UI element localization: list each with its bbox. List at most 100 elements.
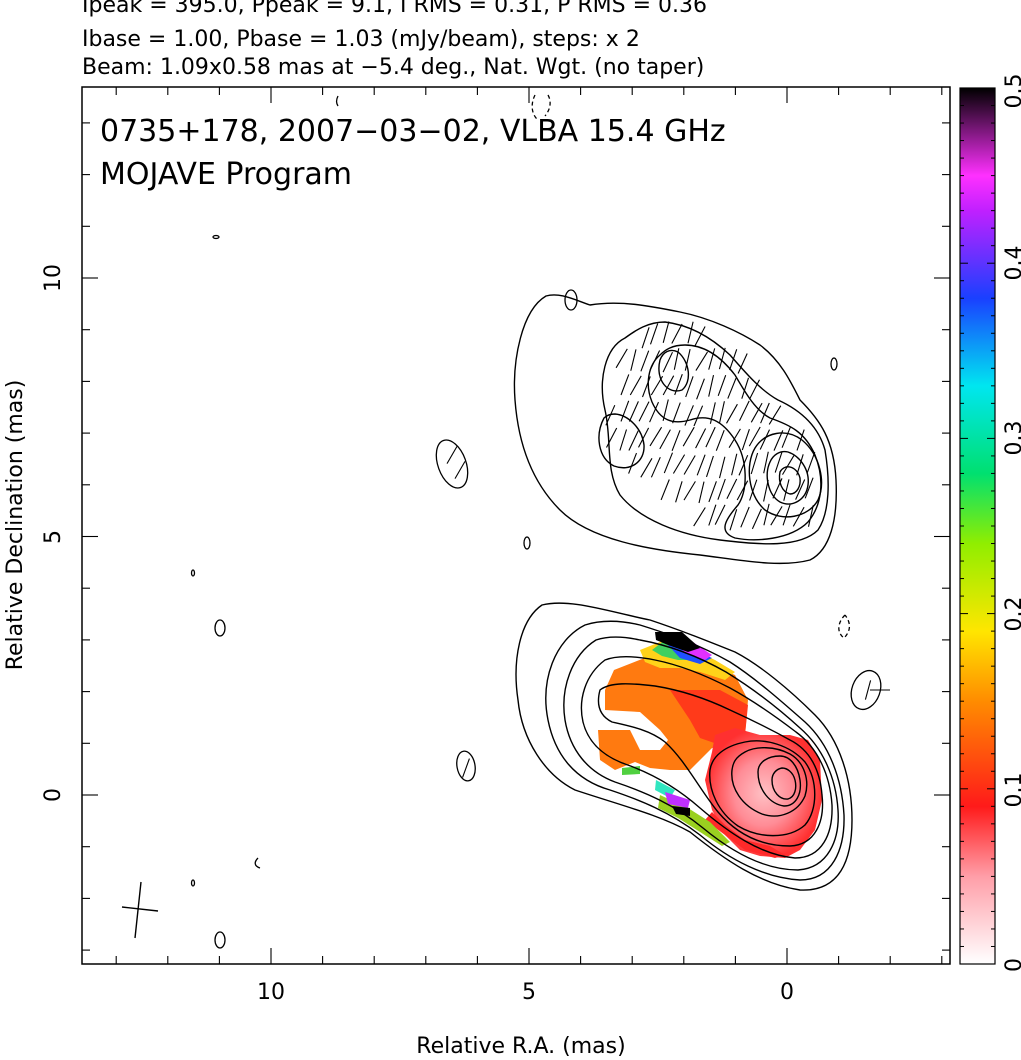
polarization-vector — [673, 348, 680, 370]
beam-cross — [121, 881, 159, 939]
polarization-vector — [684, 348, 691, 371]
polarization-vector — [781, 427, 791, 448]
noise-contour-dashed — [254, 857, 261, 869]
x-tick-label-0: 0 — [780, 980, 794, 1005]
polarization-vector — [675, 481, 683, 503]
north-contour-2 — [601, 321, 829, 545]
polarization-vector — [729, 509, 738, 531]
polarization-vector — [649, 426, 663, 447]
polarization-vector — [708, 348, 716, 370]
noise-contour — [523, 536, 531, 550]
noise-contour — [190, 569, 196, 577]
polarization-vector — [750, 452, 759, 475]
noise-contour — [564, 289, 578, 311]
core-contour-2 — [545, 620, 845, 881]
colorbar-tick-label-0.2: 0.2 — [1002, 597, 1021, 632]
polarization-vector — [768, 405, 782, 425]
polarization-vector — [696, 454, 706, 476]
x-tick-label-5: 5 — [522, 980, 536, 1005]
polarization-vector — [649, 323, 659, 345]
polarization-vector — [695, 351, 708, 371]
polarization-vector — [737, 353, 748, 374]
north-contours — [513, 294, 837, 565]
polarization-vector — [659, 429, 671, 450]
north-contour-4 — [598, 413, 645, 469]
noise-contour — [435, 439, 469, 489]
polarization-vector — [628, 401, 639, 422]
polarization-vector — [796, 454, 804, 476]
polarization-vector — [772, 478, 783, 499]
colorbar-tick-label-0.1: 0.1 — [1002, 773, 1021, 808]
y-tick-label-5: 5 — [41, 530, 66, 544]
polarization-vector — [741, 429, 750, 451]
source-label: 0735+178, 2007−03−02, VLBA 15.4 GHz — [100, 114, 726, 149]
polarization-vector — [795, 479, 806, 500]
core-contour-4 — [580, 655, 833, 859]
polarization-vector — [672, 402, 681, 424]
polarization-vector — [638, 401, 650, 422]
core-contour-1 — [515, 602, 853, 891]
x-tick-label-10: 10 — [257, 980, 285, 1005]
polarization-region-left-green — [622, 766, 640, 775]
polarization-vector — [641, 376, 651, 398]
north-contour-8 — [778, 466, 801, 495]
colorbar-tick-label-0.5: 0.5 — [1002, 74, 1021, 109]
polarization-vector — [694, 326, 706, 347]
polarization-vector — [726, 403, 738, 424]
colorbar-tick-label-0: 0 — [1002, 958, 1021, 972]
polarization-vector — [684, 405, 694, 426]
polarization-vector — [605, 404, 616, 426]
polarization-vector — [806, 451, 816, 473]
polarization-vector — [672, 454, 686, 474]
polarization-vector — [619, 429, 628, 451]
polarization-region-lower-black — [672, 806, 690, 816]
polarization-vector — [718, 456, 726, 479]
polarization-vector — [749, 479, 758, 501]
polarization-vector — [620, 374, 630, 396]
polarization-vector — [726, 478, 738, 499]
polarization-vector — [750, 402, 763, 423]
polarization-vector — [620, 400, 630, 422]
polarization-vector — [731, 453, 738, 476]
polarization-vector — [628, 430, 639, 451]
polarization-vector — [628, 452, 638, 474]
polarization-vector — [864, 680, 872, 700]
polarization-vector — [615, 348, 628, 369]
polarization-region-black-top — [655, 632, 700, 652]
noise-contour — [190, 879, 196, 887]
polarization-vector — [749, 379, 760, 400]
polarization-vector — [804, 477, 814, 499]
polarization-vector — [796, 429, 805, 451]
polarization-vector — [683, 481, 696, 501]
noise-contour — [214, 619, 226, 637]
core-contour-6 — [709, 740, 816, 837]
polarization-vector — [696, 378, 705, 400]
north-contour-3 — [647, 344, 822, 541]
noise-contour — [456, 750, 476, 782]
y-tick-label-0: 0 — [41, 788, 66, 802]
polarization-vector — [682, 426, 695, 447]
header-line-1: Ipeak = 395.0, Ppeak = 9.1, I RMS = 0.31… — [82, 0, 707, 18]
polarization-vector — [650, 456, 661, 478]
polarization-vector — [660, 479, 670, 501]
polarization-vector — [783, 479, 790, 501]
polarization-vector — [683, 455, 696, 475]
polarization-vector — [671, 323, 683, 344]
polarization-vector — [708, 504, 717, 526]
polarization-vector — [662, 321, 670, 343]
noise-contour-dashed — [335, 95, 339, 107]
polarization-vector — [738, 454, 749, 476]
polarization-vector — [649, 350, 661, 371]
polarization-vector — [792, 506, 805, 527]
polarization-vector — [751, 508, 762, 530]
polarization-vector — [705, 455, 714, 478]
polarization-vector — [641, 327, 650, 349]
polarization-vector — [760, 402, 770, 424]
colorbar-tick-label-0.4: 0.4 — [1002, 246, 1021, 281]
polarization-vector — [774, 451, 783, 473]
colorbar — [959, 87, 996, 965]
polarization-vector — [763, 451, 769, 474]
polarization-region-lower-magenta — [665, 792, 690, 808]
polarization-vector — [698, 481, 705, 504]
